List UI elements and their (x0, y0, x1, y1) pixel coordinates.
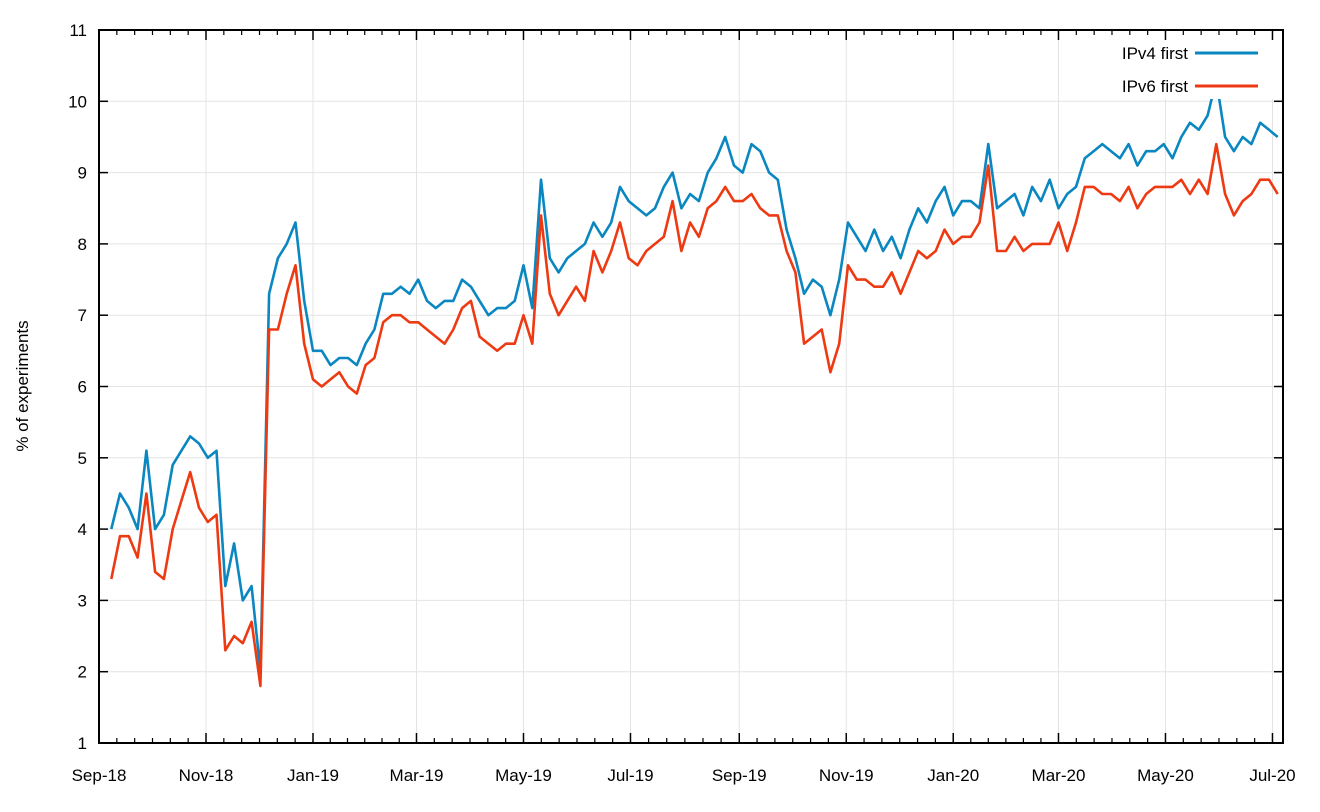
x-tick-label: Jan-20 (927, 766, 979, 785)
y-tick-label: 11 (69, 21, 87, 40)
y-tick-label: 7 (78, 306, 87, 325)
legend: IPv4 first IPv6 first (1068, 33, 1280, 99)
axes: 1 2 3 4 5 6 7 8 9 10 11 Sep-18 Nov-18 Jan-19 Mar-19 May… (68, 21, 1296, 785)
x-tick-label: Mar-20 (1032, 766, 1086, 785)
y-tick-label: 4 (78, 520, 87, 539)
x-tick-label: Sep-19 (712, 766, 767, 785)
x-tick-label: May-19 (495, 766, 552, 785)
y-tick-label: 10 (68, 92, 87, 111)
grid (99, 30, 1283, 743)
y-tick-label: 9 (78, 164, 87, 183)
y-tick-label: 6 (78, 378, 87, 397)
x-tick-label: Mar-19 (390, 766, 444, 785)
y-tick-label: 8 (78, 235, 87, 254)
y-tick-label: 2 (78, 663, 87, 682)
series-lines (110, 78, 1279, 688)
series-line-ipv6-first (110, 142, 1279, 688)
x-tick-label: Nov-19 (819, 766, 874, 785)
x-tick-label: May-20 (1137, 766, 1194, 785)
series-line-ipv4-first (110, 78, 1279, 674)
legend-label-ipv6: IPv6 first (1122, 77, 1188, 96)
plot-frame (98, 29, 1284, 744)
legend-background (1068, 33, 1280, 99)
x-tick-label: Jul-20 (1249, 766, 1295, 785)
legend-label-ipv4: IPv4 first (1122, 44, 1188, 63)
x-tick-label: Sep-18 (72, 766, 127, 785)
y-axis-label: % of experiments (13, 320, 32, 451)
x-tick-label: Nov-18 (179, 766, 234, 785)
y-tick-label: 1 (78, 734, 87, 753)
x-tick-label: Jul-19 (607, 766, 653, 785)
y-tick-label: 3 (78, 591, 87, 610)
x-tick-label: Jan-19 (287, 766, 339, 785)
y-tick-label: 5 (78, 449, 87, 468)
